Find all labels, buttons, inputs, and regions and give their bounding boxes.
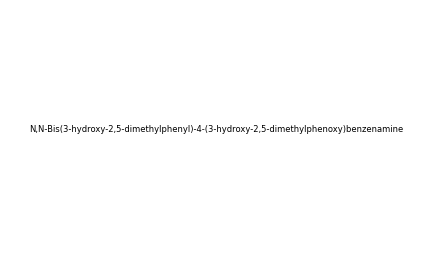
Text: N,N-Bis(3-hydroxy-2,5-dimethylphenyl)-4-(3-hydroxy-2,5-dimethylphenoxy)benzenami: N,N-Bis(3-hydroxy-2,5-dimethylphenyl)-4-… bbox=[29, 125, 403, 134]
